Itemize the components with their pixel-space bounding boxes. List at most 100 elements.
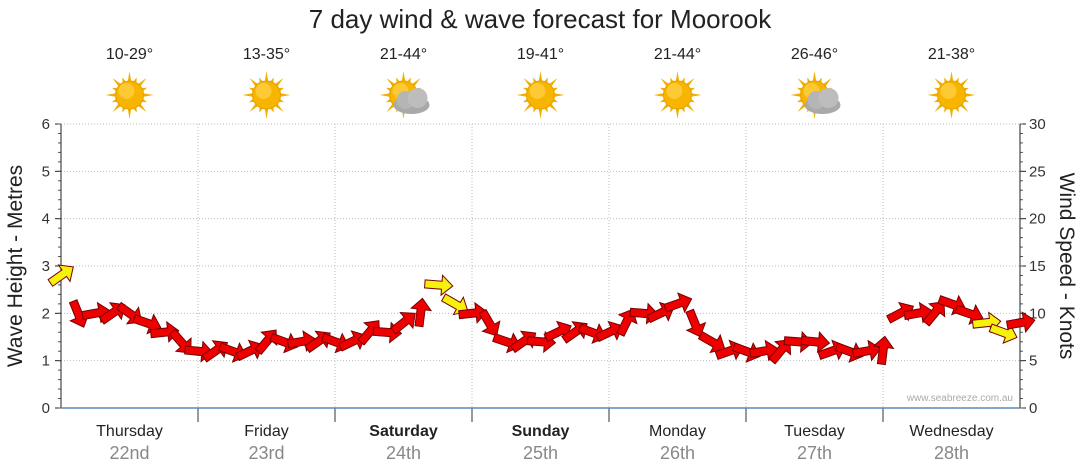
day-label: Sunday [512, 423, 570, 440]
sun-ray [686, 78, 695, 87]
sun-highlight [118, 83, 135, 99]
sun-ray [412, 78, 421, 87]
cloud-shape [393, 88, 430, 114]
date-label: 22nd [109, 443, 149, 463]
sun-ray [105, 93, 116, 97]
day-label: Monday [649, 423, 706, 440]
y-right-tick-label: 5 [1029, 353, 1037, 370]
date-label: 26th [660, 443, 695, 463]
sun-highlight [529, 83, 546, 99]
sun-ray [660, 78, 669, 87]
sun-cloud-icon [379, 71, 430, 119]
sun-ray [275, 78, 284, 87]
sun-ray [523, 78, 532, 87]
sun-icon [105, 71, 154, 119]
chart-title: 7 day wind & wave forecast for Moorook [309, 4, 772, 34]
sun-icon [242, 71, 291, 119]
temperature-label: 19-41° [517, 46, 564, 63]
wind-arrow [47, 264, 74, 287]
wind-arrow [1005, 311, 1036, 334]
day-label: Friday [244, 423, 288, 440]
sun-ray [138, 103, 147, 112]
sun-ray [249, 103, 258, 112]
y-left-tick-label: 1 [42, 353, 50, 370]
sun-ray [549, 78, 558, 87]
sun-ray [264, 108, 269, 119]
sun-ray [386, 78, 395, 87]
sun-icon [927, 71, 976, 119]
y-right-tick-label: 20 [1029, 211, 1046, 228]
sun-ray [965, 93, 976, 97]
sun-ray [112, 78, 121, 87]
y-right-tick-label: 0 [1029, 400, 1037, 417]
sun-ray [823, 78, 832, 87]
temperature-row: 10-29° 13-35° 21-44° 19-41° 21-44° 26-46° 21-3… [106, 46, 975, 63]
y-right-tick-label: 15 [1029, 258, 1046, 275]
temperature-label: 26-46° [791, 46, 838, 63]
temperature-label: 21-38° [928, 46, 975, 63]
sun-ray [379, 93, 390, 97]
sun-ray [675, 71, 680, 82]
sun-ray [960, 78, 969, 87]
sun-ray [660, 103, 669, 112]
sun-icon [653, 71, 702, 119]
sun-ray [516, 93, 527, 97]
sun-ray [127, 108, 132, 119]
sun-ray [249, 78, 258, 87]
sun-ray [949, 71, 954, 82]
x-axis-labels: Thursday 22nd Friday 23rd Saturday 24th Sunday… [96, 423, 993, 463]
date-label: 24th [386, 443, 421, 463]
date-label: 28th [934, 443, 969, 463]
sun-ray [686, 103, 695, 112]
temperature-label: 13-35° [243, 46, 290, 63]
y-left-tick-label: 0 [42, 400, 50, 417]
sun-ray [538, 108, 543, 119]
sun-ray [127, 71, 132, 82]
sun-ray [386, 103, 395, 112]
wind-arrow [390, 311, 416, 335]
date-label: 23rd [248, 443, 284, 463]
y-left-tick-label: 3 [42, 258, 50, 275]
sun-icon [516, 71, 565, 119]
wind-arrow [423, 274, 454, 297]
credit-text: www.seabreeze.com.au [906, 393, 1013, 404]
day-label: Saturday [369, 423, 438, 440]
day-label: Wednesday [909, 423, 993, 440]
temperature-label: 21-44° [380, 46, 427, 63]
wind-arrow [872, 335, 895, 366]
wind-arrow [409, 297, 433, 328]
y-left-tick-label: 2 [42, 305, 50, 322]
sun-ray [264, 71, 269, 82]
wind-arrow [663, 292, 693, 314]
grid-lines [61, 123, 1020, 408]
sun-ray [275, 103, 284, 112]
y-left-tick-label: 5 [42, 163, 50, 180]
sun-ray [138, 78, 147, 87]
sun-ray [934, 103, 943, 112]
sun-ray [653, 93, 664, 97]
sun-ray [797, 78, 806, 87]
wind-arrow [478, 308, 501, 337]
sun-ray [538, 71, 543, 82]
sun-ray [549, 103, 558, 112]
axes: 0 1 2 3 4 5 6 0 5 10 15 20 25 30 [42, 116, 1046, 422]
sun-ray [927, 93, 938, 97]
y-right-tick-label: 10 [1029, 305, 1046, 322]
sun-ray [949, 108, 954, 119]
temperature-label: 21-44° [654, 46, 701, 63]
sun-ray [554, 93, 565, 97]
y-left-tick-label: 6 [42, 116, 50, 133]
sun-ray [143, 93, 154, 97]
sun-ray [675, 108, 680, 119]
sun-ray [812, 71, 817, 82]
sun-ray [242, 93, 253, 97]
date-label: 25th [523, 443, 558, 463]
y-left-tick-label: 4 [42, 211, 50, 228]
sun-highlight [940, 83, 957, 99]
wind-arrows [47, 264, 1036, 366]
sun-ray [523, 103, 532, 112]
y-axis-right-label: Wind Speed - Knots [1055, 173, 1078, 360]
y-axis-left-label: Wave Height - Metres [4, 165, 27, 367]
day-label: Thursday [96, 423, 163, 440]
